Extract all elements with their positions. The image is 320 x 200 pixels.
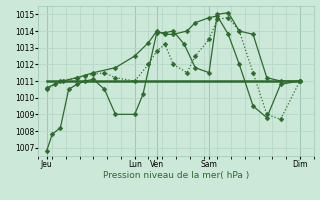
X-axis label: Pression niveau de la mer( hPa ): Pression niveau de la mer( hPa ) [103, 171, 249, 180]
